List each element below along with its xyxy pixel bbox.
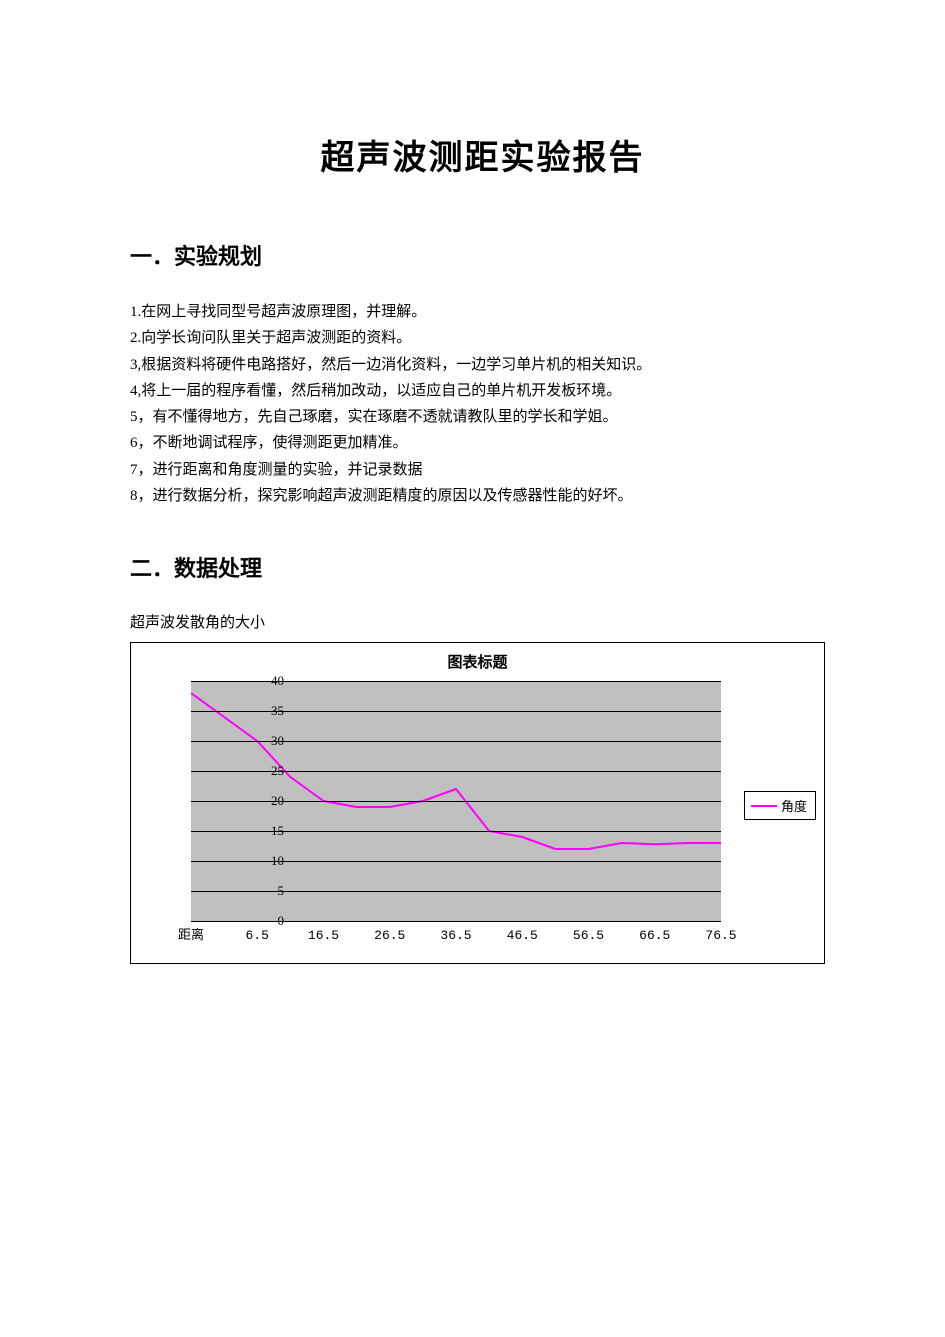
angle-chart: 图表标题 角度 0 5 10 15 20 25 30 35 40 距离 6.5 16.5 26.5 36.… [130, 642, 825, 964]
y-tick-label: 5 [244, 883, 284, 899]
y-tick-label: 20 [244, 793, 284, 809]
x-tick-label: 36.5 [440, 928, 471, 943]
legend-swatch [751, 805, 777, 807]
section-2-header: 二．数据处理 [130, 551, 835, 583]
legend-label: 角度 [781, 796, 807, 815]
list-item: 4,将上一届的程序看懂，然后稍加改动，以适应自己的单片机开发板环境。 [130, 378, 835, 404]
x-tick-label: 46.5 [507, 928, 538, 943]
x-tick-label: 16.5 [308, 928, 339, 943]
list-item: 1.在网上寻找同型号超声波原理图，并理解。 [130, 299, 835, 325]
section-1-header: 一．实验规划 [130, 239, 835, 271]
x-tick-label: 距离 [178, 924, 204, 943]
plan-list: 1.在网上寻找同型号超声波原理图，并理解。 2.向学长询问队里关于超声波测距的资… [130, 299, 835, 509]
list-item: 8，进行数据分析，探究影响超声波测距精度的原因以及传感器性能的好坏。 [130, 483, 835, 509]
y-tick-label: 15 [244, 823, 284, 839]
chart-legend: 角度 [744, 791, 816, 820]
x-tick-label: 56.5 [573, 928, 604, 943]
list-item: 7，进行距离和角度测量的实验，并记录数据 [130, 457, 835, 483]
chart-caption: 超声波发散角的大小 [130, 611, 835, 632]
y-tick-label: 10 [244, 853, 284, 869]
list-item: 3,根据资料将硬件电路搭好，然后一边消化资料，一边学习单片机的相关知识。 [130, 352, 835, 378]
y-tick-label: 40 [244, 673, 284, 689]
y-tick-label: 30 [244, 733, 284, 749]
y-tick-label: 35 [244, 703, 284, 719]
y-tick-label: 0 [244, 913, 284, 929]
y-tick-label: 25 [244, 763, 284, 779]
x-tick-label: 26.5 [374, 928, 405, 943]
x-tick-label: 6.5 [246, 928, 269, 943]
list-item: 5，有不懂得地方，先自己琢磨，实在琢磨不透就请教队里的学长和学姐。 [130, 404, 835, 430]
list-item: 2.向学长询问队里关于超声波测距的资料。 [130, 325, 835, 351]
document-title: 超声波测距实验报告 [130, 130, 835, 179]
x-tick-label: 76.5 [705, 928, 736, 943]
chart-title: 图表标题 [131, 643, 824, 672]
x-tick-label: 66.5 [639, 928, 670, 943]
list-item: 6，不断地调试程序，使得测距更加精准。 [130, 430, 835, 456]
